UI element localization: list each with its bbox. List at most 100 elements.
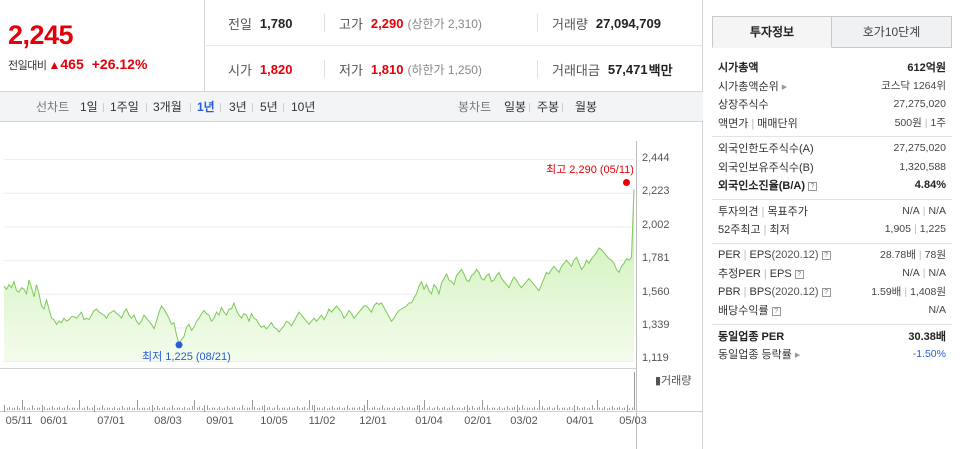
help-icon[interactable]: ? [794,270,804,280]
candle-daily[interactable]: 일봉 [504,100,527,114]
help-icon[interactable]: ? [771,307,781,317]
x-tick-label: 12/01 [359,415,387,427]
foreign-group: 외국인한도주식수(A) 27,275,020 외국인보유주식수(B) 1,320,5… [712,137,952,200]
current-price: 2,245 [8,20,74,50]
divider [252,103,253,112]
price-chart[interactable]: 2,444 2,223 2,002 1,781 1,560 1,339 1,11… [0,123,703,449]
summary-row-2: 시가 1,820 저가 1,810 (하한가 1,250) 거래대금 57,471 백만 [206,46,703,92]
period-3m[interactable]: 3개월 [153,100,182,114]
low-marker [175,341,183,349]
info-row: 52주최고 | 최저 1,905 | 1,225 [718,223,946,237]
period-1w[interactable]: 1주일 [110,100,139,114]
divider [324,14,325,32]
y-tick-label: 2,002 [642,219,670,231]
price-area [4,189,634,361]
opinion-group: 투자의견 | 목표주가 N/A | N/A 52주최고 | 최저 1,905 | 1,225 [712,200,952,244]
x-tick-label: 06/01 [40,415,68,427]
prev-close: 전일 1,780 [228,15,293,32]
period-1y[interactable]: 1년 [197,100,215,114]
tab-quote-10[interactable]: 호가10단계 [832,16,952,48]
triangle-right-icon[interactable]: ▶ [794,352,801,360]
info-row: 액면가 | 매매단위 500원 | 1주 [718,117,946,130]
period-3y[interactable]: 3년 [229,100,247,114]
y-tick-label: 1,119 [642,352,669,364]
change-label: 전일대비 [8,60,47,72]
divider [103,103,104,112]
y-tick-label: 1,339 [642,319,670,331]
y-tick-label: 1,781 [642,252,670,264]
price-box: 2,245 전일대비 ▲465 +26.12% [0,0,205,91]
market-cap-group: 시가총액 612억원 시가총액순위 ▶ 코스닥 1264위 상장주식수 27,275,0… [712,56,952,137]
info-row: 투자의견 | 목표주가 N/A | N/A [718,204,946,218]
up-arrow-icon: ▲ [48,58,61,72]
period-10y[interactable]: 10년 [291,100,316,114]
chart-panel: 2,245 전일대비 ▲465 +26.12% 전일 1,780 고가 2,290 (상한… [0,0,703,449]
info-row: 동일업종 등락률 ▶ -1.50% [718,348,946,362]
summary-row-1: 전일 1,780 고가 2,290 (상한가 2,310) 거래량 27,094,709 [206,0,703,46]
divider [146,103,147,112]
volume: 거래량 27,094,709 [552,15,661,32]
low-price: 저가 1,810 (하한가 1,250) [339,61,482,78]
divider [537,60,538,78]
help-icon[interactable]: ? [821,250,831,260]
candle-chart-label: 봉차트 [458,100,492,114]
y-tick-label: 1,560 [642,286,670,298]
divider [529,103,530,112]
change-value: 465 [60,56,84,72]
help-icon[interactable]: ? [821,287,831,297]
divider [283,103,284,112]
period-bar: 선차트 1일 1주일 3개월 1년 3년 5년 10년 봉차트 일봉 주봉 월봉 [0,92,703,122]
x-tick-label: 03/02 [510,415,538,427]
open-price: 시가 1,820 [228,61,293,78]
info-row: 외국인보유주식수(B) 1,320,588 [718,160,946,174]
x-tick-label: 07/01 [97,415,125,427]
info-row: 추정PER | EPS? N/A | N/A [718,267,946,281]
info-row: 배당수익률? N/A [718,304,946,318]
invest-info-table: 시가총액 612억원 시가총액순위 ▶ 코스닥 1264위 상장주식수 27,275,0… [712,56,952,368]
x-tick-label: 08/03 [154,415,182,427]
change-percent: +26.12% [91,56,148,72]
x-tick-label: 09/01 [206,415,234,427]
period-1d[interactable]: 1일 [80,100,98,114]
info-row: 상장주식수 27,275,020 [718,98,946,112]
x-tick-label: 11/02 [308,415,336,427]
x-tick-label: 05/03 [619,415,647,427]
candle-monthly[interactable]: 월봉 [575,100,598,114]
y-tick-label: 2,444 [642,152,670,164]
help-icon[interactable]: ? [808,182,817,192]
info-row: PER | EPS(2020.12)? 28.78배 | 78원 [718,248,946,262]
trade-amount: 거래대금 57,471 백만 [552,61,673,78]
line-chart-label: 선차트 [36,100,70,114]
x-tick-label: 10/05 [260,415,288,427]
candle-weekly[interactable]: 주봉 [537,100,560,114]
price-change: 전일대비 ▲465 +26.12% [8,56,147,73]
x-tick-label: 02/01 [464,415,492,427]
industry-group: 동일업종 PER 30.38배 동일업종 등락률 ▶ -1.50% [712,325,952,368]
tab-invest-info[interactable]: 투자정보 [712,16,832,48]
x-tick-label: 04/01 [566,415,594,427]
y-tick-label: 2,223 [642,185,670,197]
x-tick-label: 01/04 [415,415,443,427]
volume-legend: ▮거래량 [655,375,692,387]
triangle-right-icon[interactable]: ▶ [781,83,788,91]
info-row: 시가총액순위 ▶ 코스닥 1264위 [718,80,946,93]
info-panel: 투자정보 호가10단계 시가총액 612억원 시가총액순위 ▶ 코스닥 1264위 상… [712,16,952,436]
divider [190,103,191,112]
info-row: 외국인소진율(B/A)? 4.84% [718,179,946,193]
period-5y[interactable]: 5년 [260,100,278,114]
divider [220,103,221,112]
divider [324,60,325,78]
info-tabs: 투자정보 호가10단계 [712,16,952,48]
price-series-line [3,189,635,346]
high-annotation: 최고 2,290 (05/11) [546,164,634,176]
high-price: 고가 2,290 (상한가 2,310) [339,15,482,32]
quote-summary: 2,245 전일대비 ▲465 +26.12% 전일 1,780 고가 2,290 (상한… [0,0,703,92]
divider [562,103,563,112]
info-row: 시가총액 612억원 [718,62,946,75]
low-annotation: 최저 1,225 (08/21) [142,351,231,363]
info-row: PBR | BPS(2020.12)? 1.59배 | 1,408원 [718,285,946,299]
high-marker [623,178,630,186]
valuation-group: PER | EPS(2020.12)? 28.78배 | 78원 추정PER | EPS? N/… [712,244,952,325]
price-chart-svg [0,141,703,449]
divider [537,14,538,32]
